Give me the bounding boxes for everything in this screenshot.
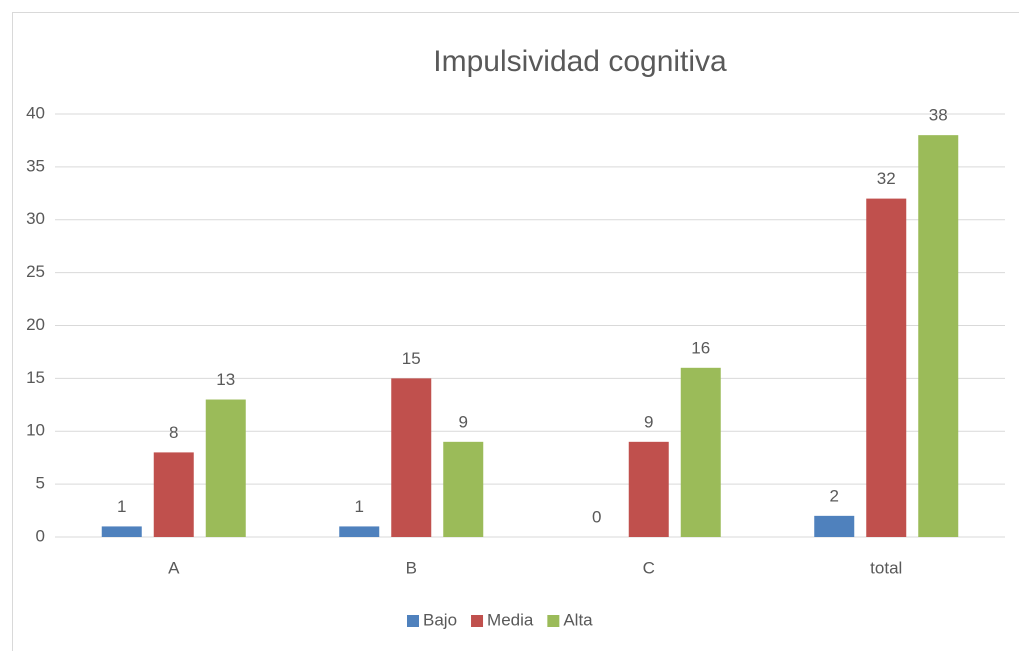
bar xyxy=(391,378,432,537)
data-label: 8 xyxy=(169,423,178,442)
legend-swatch xyxy=(471,615,484,627)
legend-label: Alta xyxy=(563,610,593,629)
data-label: 9 xyxy=(644,412,653,431)
data-label: 32 xyxy=(877,169,896,188)
bar xyxy=(866,198,907,537)
y-tick-label: 25 xyxy=(26,262,45,281)
y-tick-label: 20 xyxy=(26,315,45,334)
data-label: 13 xyxy=(216,370,235,389)
data-label: 9 xyxy=(459,412,468,431)
data-label: 2 xyxy=(830,486,839,505)
data-label: 1 xyxy=(117,497,126,516)
chart-title: Impulsividad cognitiva xyxy=(433,45,727,78)
legend-label: Bajo xyxy=(423,610,457,629)
y-tick-label: 30 xyxy=(26,209,45,228)
legend-label: Media xyxy=(487,610,534,629)
data-label: 0 xyxy=(592,507,601,526)
data-label: 15 xyxy=(402,349,421,368)
bar xyxy=(153,452,194,537)
legend-swatch xyxy=(547,615,560,627)
chart-border xyxy=(12,12,1019,651)
x-tick-label: total xyxy=(870,558,902,577)
y-tick-label: 10 xyxy=(26,421,45,440)
data-label: 38 xyxy=(929,106,948,125)
x-tick-label: A xyxy=(168,558,180,577)
legend-swatch xyxy=(407,615,419,627)
bar xyxy=(814,515,855,537)
bar xyxy=(339,526,380,537)
x-tick-label: B xyxy=(406,558,417,577)
bar xyxy=(205,399,246,537)
y-tick-label: 35 xyxy=(26,156,45,175)
bar xyxy=(101,526,142,537)
data-label: 16 xyxy=(691,338,710,357)
x-tick-label: C xyxy=(643,558,655,577)
bar xyxy=(680,367,721,537)
data-label: 1 xyxy=(355,497,364,516)
y-tick-label: 15 xyxy=(26,368,45,387)
bar xyxy=(918,135,959,537)
bar xyxy=(443,441,484,537)
bar xyxy=(628,441,669,537)
y-tick-label: 40 xyxy=(26,103,45,122)
y-tick-label: 5 xyxy=(36,474,45,493)
y-tick-label: 0 xyxy=(36,526,45,545)
